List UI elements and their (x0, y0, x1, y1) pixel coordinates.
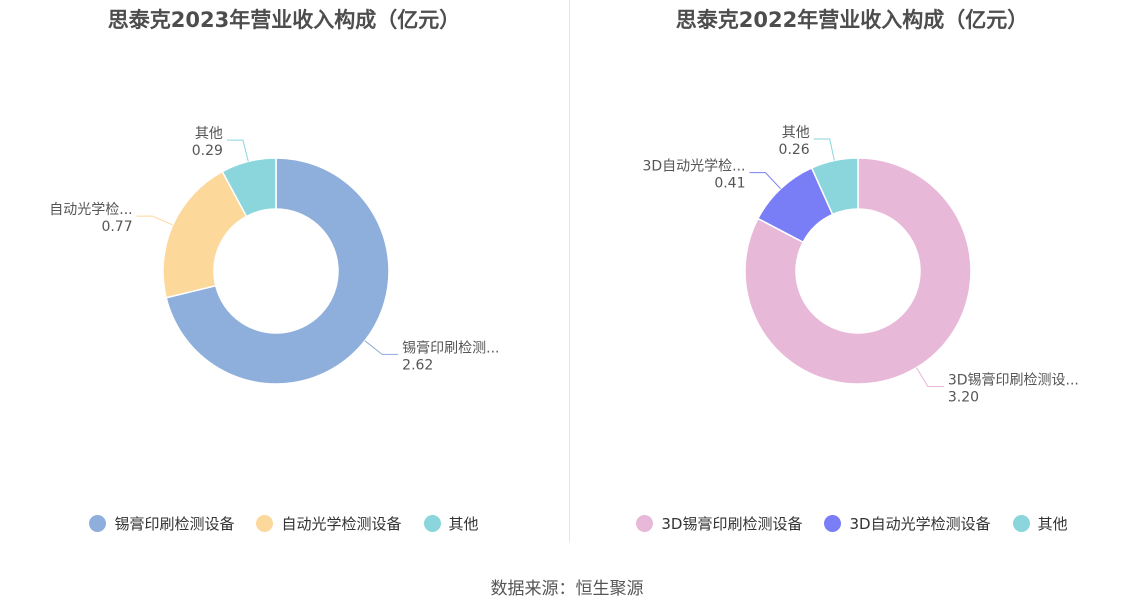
legend-swatch (636, 515, 654, 532)
data-source: 数据来源：恒生聚源 (490, 579, 644, 599)
donut-chart-2023: 锡膏印刷检测...2.62 自动光学检...0.77 其他0.29 (49, 126, 500, 385)
legend-item[interactable]: 锡膏印刷检测设备 (89, 513, 234, 534)
panel-divider (569, 0, 570, 542)
legend-label: 3D自动光学检测设备 (849, 515, 991, 533)
leader-line (364, 340, 399, 355)
slice-value-label: 0.41 (714, 176, 745, 192)
leader-line (813, 138, 835, 161)
legend-item[interactable]: 3D自动光学检测设备 (824, 513, 991, 534)
legend: 锡膏印刷检测设备 自动光学检测设备 其他 (0, 513, 568, 534)
legend-label: 锡膏印刷检测设备 (114, 515, 235, 533)
pie-slice[interactable] (221, 157, 277, 218)
slice-value-label: 0.26 (779, 142, 810, 158)
slice-value-label: 3.20 (948, 390, 979, 406)
chart-title: 思泰克2022年营业收入构成（亿元） (675, 8, 1029, 32)
legend-swatch (256, 515, 274, 532)
legend-swatch (89, 515, 107, 532)
legend-label: 自动光学检测设备 (281, 515, 402, 533)
leader-line (136, 215, 173, 226)
legend-item[interactable]: 其他 (1012, 513, 1068, 534)
legend-label: 3D锡膏印刷检测设备 (661, 515, 803, 533)
slice-value-label: 2.62 (402, 357, 433, 373)
slice-label: 其他 (195, 126, 223, 142)
slice-value-label: 0.29 (192, 143, 223, 159)
chart-panel-2022: 思泰克2022年营业收入构成（亿元） 3D锡膏印刷检测设... 3.20 3D自动光… (570, 0, 1134, 545)
slice-label: 3D自动光学检... (642, 159, 745, 175)
leader-line (226, 139, 249, 162)
slice-label: 自动光学检... (49, 202, 132, 218)
pie-slice[interactable] (165, 157, 390, 385)
legend-swatch (1012, 515, 1030, 532)
slice-label: 3D锡膏印刷检测设... (948, 372, 1079, 389)
slice-label: 其他 (782, 125, 810, 141)
legend: 3D锡膏印刷检测设备 3D自动光学检测设备 其他 (570, 513, 1134, 534)
pie-slice[interactable] (744, 157, 972, 385)
pie-slice[interactable] (810, 157, 859, 216)
slice-label: 锡膏印刷检测... (402, 339, 499, 356)
legend-swatch (824, 515, 842, 532)
chart-title: 思泰克2023年营业收入构成（亿元） (107, 8, 461, 32)
legend-label: 其他 (448, 515, 479, 533)
leader-line (916, 367, 944, 388)
legend-item[interactable]: 其他 (423, 513, 479, 534)
legend-item[interactable]: 自动光学检测设备 (256, 513, 402, 534)
donut-chart-2022: 3D锡膏印刷检测设...3.20 3D自动光学检...0.41 其他0.26 (642, 125, 1079, 406)
slice-value-label: 0.77 (101, 219, 132, 235)
legend-label: 其他 (1037, 515, 1068, 533)
legend-item[interactable]: 3D锡膏印刷检测设备 (636, 513, 802, 534)
legend-swatch (423, 515, 441, 532)
chart-panel-2023: 思泰克2023年营业收入构成（亿元） 锡膏印刷检测... 2.62 自动光学检...… (0, 0, 568, 545)
leader-line (749, 172, 781, 190)
